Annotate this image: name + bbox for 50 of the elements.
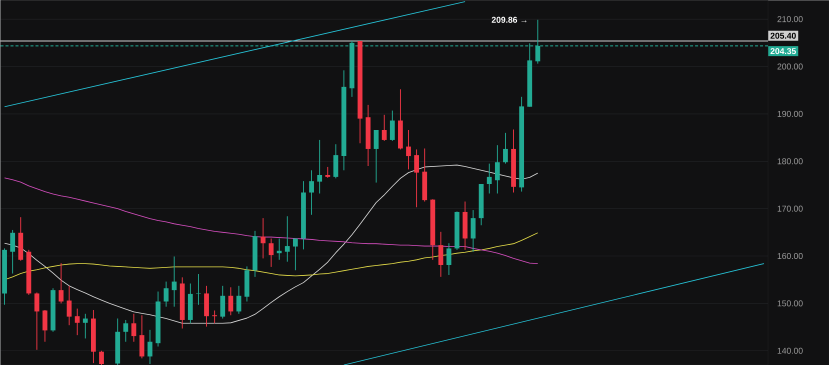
ref-line-label: 204.35: [770, 48, 796, 54]
candlestick: [228, 286, 234, 316]
annotation: 209.86 →: [492, 16, 527, 23]
candlestick: [204, 285, 209, 327]
candlestick: [74, 308, 80, 336]
candlestick: [139, 314, 144, 359]
y-tick-label: 140.00: [778, 348, 803, 354]
candlestick: [292, 238, 298, 270]
candlestick: [325, 166, 330, 178]
candlestick: [284, 216, 290, 262]
candlestick: [414, 148, 420, 208]
candlestick: [66, 285, 72, 326]
y-tick-label: 190.00: [778, 110, 803, 117]
ref-line-label: 205.40: [770, 32, 796, 39]
candlestick: [220, 285, 226, 319]
y-tick-label: 170.00: [778, 205, 803, 212]
candlestick: [236, 285, 242, 314]
candlestick: [446, 242, 452, 276]
candlestick: [470, 209, 476, 252]
candlestick: [131, 313, 136, 342]
candlestick: [494, 144, 500, 194]
candlestick: [486, 162, 492, 194]
y-tick-label: 160.00: [778, 252, 803, 259]
candlestick: [196, 273, 201, 306]
y-tick-label: 200.00: [777, 63, 803, 70]
candlestick: [438, 231, 444, 278]
candlestick: [268, 238, 274, 268]
candlestick: [260, 217, 266, 259]
candlestick: [58, 262, 64, 304]
candlestick: [42, 309, 48, 342]
candlestick: [382, 114, 387, 142]
candlestick: [333, 144, 338, 179]
candlestick: [309, 170, 314, 216]
y-tick-label: 150.00: [778, 300, 803, 306]
candlestick: [34, 292, 40, 350]
candlestick: [164, 280, 169, 307]
candlestick: [317, 139, 322, 194]
candlestick: [503, 132, 508, 164]
candlestick: [148, 329, 152, 364]
y-tick-label: 180.00: [778, 158, 803, 164]
candlestick: [172, 256, 177, 307]
candlestick: [406, 129, 411, 170]
candlestick: [374, 129, 379, 183]
candlestick: [82, 313, 88, 339]
candlestick: [99, 350, 104, 365]
candlestick: [212, 310, 218, 324]
candlestick: [390, 110, 395, 142]
candlestick: [123, 319, 128, 342]
candlestick: [10, 229, 16, 274]
y-tick-label: 210.00: [777, 16, 803, 22]
